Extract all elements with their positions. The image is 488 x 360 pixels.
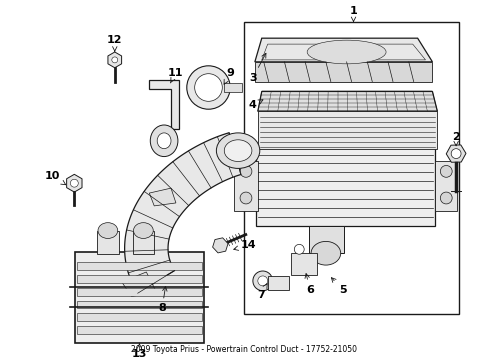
Text: 10: 10 (45, 171, 65, 185)
Ellipse shape (439, 192, 451, 204)
Text: 1: 1 (349, 5, 357, 22)
Bar (291, 253, 316, 275)
Ellipse shape (98, 223, 118, 238)
Text: 9: 9 (224, 68, 234, 84)
Ellipse shape (216, 133, 259, 168)
Ellipse shape (157, 133, 171, 149)
Text: 2: 2 (451, 132, 459, 146)
Polygon shape (254, 62, 431, 82)
Ellipse shape (450, 149, 460, 158)
Bar (255, 147, 434, 226)
Ellipse shape (194, 74, 222, 101)
Ellipse shape (224, 140, 251, 162)
Polygon shape (254, 38, 431, 62)
Text: 8: 8 (158, 287, 167, 314)
Bar (267, 276, 289, 290)
Ellipse shape (310, 242, 340, 265)
Bar (77, 326, 201, 334)
Ellipse shape (150, 125, 178, 157)
Text: 5: 5 (331, 278, 346, 295)
Text: 14: 14 (233, 240, 256, 250)
Ellipse shape (252, 271, 272, 291)
Text: 7: 7 (256, 284, 266, 300)
Bar (77, 262, 201, 270)
Text: 6: 6 (305, 274, 313, 295)
Text: 2009 Toyota Prius - Powertrain Control Duct - 17752-21050: 2009 Toyota Prius - Powertrain Control D… (131, 345, 356, 354)
Text: 11: 11 (168, 68, 183, 83)
Bar (308, 226, 343, 253)
Ellipse shape (70, 179, 78, 187)
Text: 13: 13 (131, 343, 147, 359)
Ellipse shape (133, 223, 153, 238)
Ellipse shape (294, 244, 304, 254)
Text: 3: 3 (248, 53, 265, 83)
Ellipse shape (112, 57, 118, 63)
Polygon shape (149, 188, 176, 206)
Ellipse shape (240, 192, 251, 204)
Bar (234, 162, 257, 211)
Ellipse shape (186, 66, 230, 109)
Ellipse shape (240, 166, 251, 177)
Bar (224, 82, 242, 93)
Bar (132, 230, 154, 254)
Ellipse shape (439, 166, 451, 177)
Ellipse shape (257, 276, 267, 286)
Bar (75, 252, 203, 343)
Bar (77, 314, 201, 321)
Text: 12: 12 (107, 35, 122, 51)
Bar (77, 288, 201, 296)
Bar (77, 301, 201, 309)
Bar (97, 230, 119, 254)
Ellipse shape (306, 40, 386, 64)
Polygon shape (124, 133, 241, 293)
Bar (244, 22, 458, 314)
Polygon shape (257, 111, 436, 149)
Bar (77, 275, 201, 283)
Bar (434, 162, 456, 211)
Polygon shape (149, 80, 179, 129)
Polygon shape (257, 91, 436, 111)
Text: 4: 4 (248, 100, 263, 110)
Polygon shape (122, 272, 156, 297)
